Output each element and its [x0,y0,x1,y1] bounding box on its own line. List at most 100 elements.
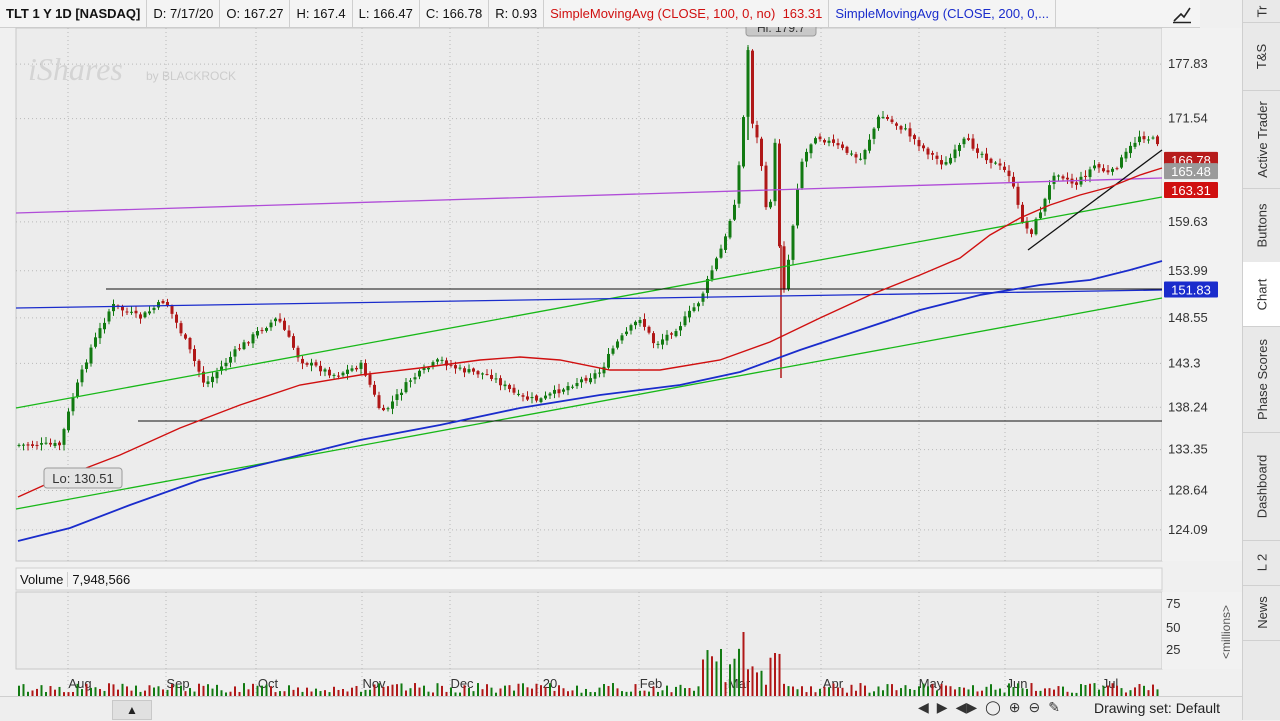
range-label: R: 0.93 [489,0,545,27]
tab-chart[interactable]: Chart [1243,262,1280,327]
volume-bar [1089,683,1091,696]
y-tick-label: 153.99 [1168,263,1208,278]
volume-bar [630,691,632,696]
volume-tick-label: 25 [1166,642,1180,657]
volume-bar [729,664,731,696]
candle-body [382,407,385,411]
volume-bar [1129,690,1132,696]
volume-bar [850,684,853,696]
candle-body [665,334,669,341]
volume-bar [463,685,466,696]
candle-body [404,382,408,393]
candle-body [238,348,241,350]
scroll-left-icon[interactable]: ◀ [918,699,929,715]
volume-bar [1080,684,1082,696]
volume-bar [540,685,542,696]
candle-body [1156,136,1159,145]
candle-body [35,444,39,447]
volume-bar [522,683,524,696]
volume-bar [882,690,884,696]
candle-body [1151,137,1155,139]
volume-bar [63,692,65,696]
volume-bar [670,692,673,696]
volume-bar [1138,684,1141,696]
tab-dashboard[interactable]: Dashboard [1243,432,1280,541]
candle-body [184,334,187,339]
candle-body [854,154,858,158]
tab-news[interactable]: News [1243,585,1280,641]
sma200-study[interactable]: SimpleMovingAvg (CLOSE, 200, 0,... [829,0,1056,27]
volume-bar [328,692,331,696]
sma100-study[interactable]: SimpleMovingAvg (CLOSE, 100, 0, no) 163.… [544,0,830,27]
candle-body [548,393,552,396]
drawing-icon[interactable]: ✎ [1048,699,1060,715]
candle-body [575,383,579,387]
volume-bar [121,683,124,696]
tab-buttons[interactable]: Buttons [1243,188,1280,263]
x-tick-label: Oct [258,676,279,691]
volume-bar [652,686,655,696]
volume-bar [940,683,943,696]
candle-body [845,146,849,153]
candle-body [917,140,921,147]
volume-bar [702,659,704,696]
tab-t-s[interactable]: T&S [1243,22,1280,91]
candle-body [98,328,102,339]
volume-bar [936,690,938,696]
candle-body [499,378,502,386]
sma100-line [17,167,1163,498]
volume-bar [1012,687,1015,696]
candle-body [598,372,601,374]
zoom-out-icon[interactable]: ⊖ [1028,699,1041,715]
reset-icon[interactable]: ◯ [985,699,1001,715]
price-chart[interactable]: iShares by BLACKROCK 177.83 171.54 159.63 153… [0,27,1242,696]
price-badge-bg [1164,181,1218,198]
symbol-label[interactable]: TLT 1 Y 1D [NASDAQ] [0,0,148,27]
expand-button[interactable]: ▲ [112,700,152,720]
volume-bar [36,688,38,696]
zoom-in-icon[interactable]: ⊕ [1008,699,1021,715]
expand-icon[interactable]: ◀▶ [955,699,978,715]
candle-body [71,397,75,412]
scroll-right-icon[interactable]: ▶ [936,699,948,715]
tab-phase-scores[interactable]: Phase Scores [1243,326,1280,433]
candle-body [629,325,633,331]
candle-body [1088,169,1092,178]
volume-bar [171,684,173,696]
volume-bar [112,684,115,696]
sma100-label: SimpleMovingAvg (CLOSE, 100, 0, no) [550,6,776,21]
candle-body [688,310,691,318]
y-tick-label: 143.3 [1168,355,1201,370]
volume-bar [486,684,488,696]
tab-active-trader[interactable]: Active Trader [1243,90,1280,189]
volume-bar [526,687,529,696]
candle-body [868,139,871,151]
tab-l-2[interactable]: L 2 [1243,540,1280,586]
candle-body [386,408,390,410]
volume-bar [607,685,610,696]
drawing-set-label[interactable]: Drawing set: Default [1094,700,1221,716]
candle-body [1115,168,1119,170]
tab-tr[interactable]: Tr [1243,0,1280,23]
volume-bar [1156,689,1159,696]
candle-body [791,225,795,260]
y-tick-label: 148.55 [1168,310,1208,325]
candle-body [193,348,196,362]
candle-body [436,359,439,362]
candle-body [148,311,151,314]
candle-body [953,149,957,159]
y-tick-label: 171.54 [1168,111,1208,126]
candle-body [1075,182,1078,185]
high-label: H: 167.4 [290,0,353,27]
candle-body [1097,164,1101,168]
candle-body [580,379,583,383]
candle-body [1016,186,1020,205]
drawing-tool-button[interactable] [1164,0,1200,28]
volume-bar [364,689,367,696]
volume-bar [310,691,313,696]
candle-body [1012,176,1015,187]
candle-body [1057,175,1060,177]
volume-bar [661,690,664,696]
volume-bar [693,690,695,696]
candle-body [958,145,961,151]
